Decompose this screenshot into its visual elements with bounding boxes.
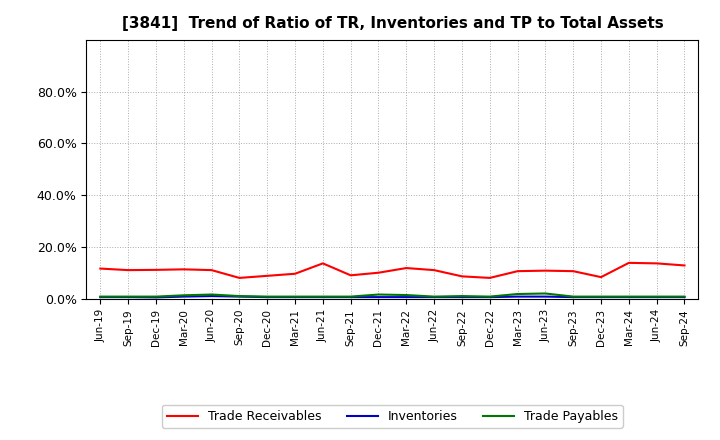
Inventories (458, 294, 467, 300)
Inventories (235, 294, 243, 299)
Trade Payables (291, 294, 300, 299)
Inventories (680, 294, 689, 300)
Trade Payables (541, 291, 550, 296)
Inventories (179, 294, 188, 299)
Line: Trade Payables: Trade Payables (100, 293, 685, 297)
Title: [3841]  Trend of Ratio of TR, Inventories and TP to Total Assets: [3841] Trend of Ratio of TR, Inventories… (122, 16, 663, 32)
Trade Receivables (680, 263, 689, 268)
Inventories (152, 295, 161, 300)
Trade Receivables (485, 275, 494, 281)
Trade Receivables (124, 268, 132, 273)
Inventories (597, 294, 606, 300)
Trade Receivables (263, 273, 271, 279)
Trade Payables (374, 292, 383, 297)
Trade Payables (680, 294, 689, 299)
Line: Inventories: Inventories (100, 296, 685, 297)
Inventories (485, 294, 494, 300)
Trade Payables (124, 294, 132, 299)
Trade Receivables (374, 270, 383, 275)
Trade Receivables (569, 268, 577, 274)
Line: Trade Receivables: Trade Receivables (100, 263, 685, 278)
Trade Payables (652, 294, 661, 299)
Inventories (96, 294, 104, 300)
Trade Receivables (235, 275, 243, 281)
Trade Receivables (652, 261, 661, 266)
Inventories (318, 294, 327, 300)
Inventories (402, 294, 410, 300)
Trade Receivables (624, 260, 633, 265)
Trade Payables (235, 293, 243, 299)
Trade Receivables (179, 267, 188, 272)
Trade Payables (207, 292, 216, 297)
Trade Payables (485, 294, 494, 299)
Trade Receivables (152, 267, 161, 272)
Trade Payables (569, 294, 577, 299)
Trade Receivables (318, 261, 327, 266)
Trade Receivables (541, 268, 550, 273)
Trade Payables (597, 294, 606, 299)
Inventories (569, 294, 577, 300)
Trade Receivables (513, 268, 522, 274)
Trade Receivables (346, 273, 355, 278)
Trade Payables (430, 294, 438, 299)
Trade Payables (402, 293, 410, 298)
Trade Receivables (430, 268, 438, 273)
Trade Payables (152, 294, 161, 299)
Trade Payables (458, 293, 467, 299)
Trade Payables (318, 294, 327, 299)
Trade Receivables (96, 266, 104, 271)
Trade Payables (263, 294, 271, 299)
Inventories (624, 294, 633, 300)
Inventories (346, 294, 355, 300)
Trade Receivables (291, 271, 300, 276)
Trade Receivables (207, 268, 216, 273)
Trade Payables (96, 294, 104, 299)
Inventories (291, 294, 300, 300)
Inventories (263, 294, 271, 300)
Inventories (513, 294, 522, 299)
Trade Payables (179, 293, 188, 298)
Legend: Trade Receivables, Inventories, Trade Payables: Trade Receivables, Inventories, Trade Pa… (162, 405, 623, 428)
Trade Payables (513, 291, 522, 297)
Inventories (374, 294, 383, 300)
Inventories (652, 294, 661, 300)
Inventories (541, 294, 550, 299)
Inventories (430, 294, 438, 300)
Trade Receivables (402, 265, 410, 271)
Trade Receivables (458, 274, 467, 279)
Inventories (207, 293, 216, 299)
Trade Payables (624, 294, 633, 299)
Trade Payables (346, 294, 355, 299)
Inventories (124, 294, 132, 300)
Trade Receivables (597, 275, 606, 280)
